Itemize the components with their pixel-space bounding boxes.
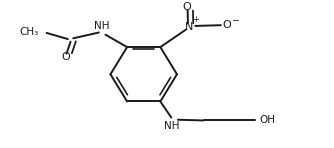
Text: NH: NH — [164, 121, 180, 131]
Text: −: − — [231, 16, 239, 25]
Text: CH₃: CH₃ — [19, 27, 38, 37]
Text: O: O — [183, 2, 191, 12]
Text: N: N — [184, 22, 193, 32]
Text: O: O — [222, 20, 231, 30]
Text: +: + — [192, 15, 199, 24]
Text: NH: NH — [95, 21, 110, 31]
Text: O: O — [61, 52, 70, 62]
Text: OH: OH — [260, 115, 276, 126]
